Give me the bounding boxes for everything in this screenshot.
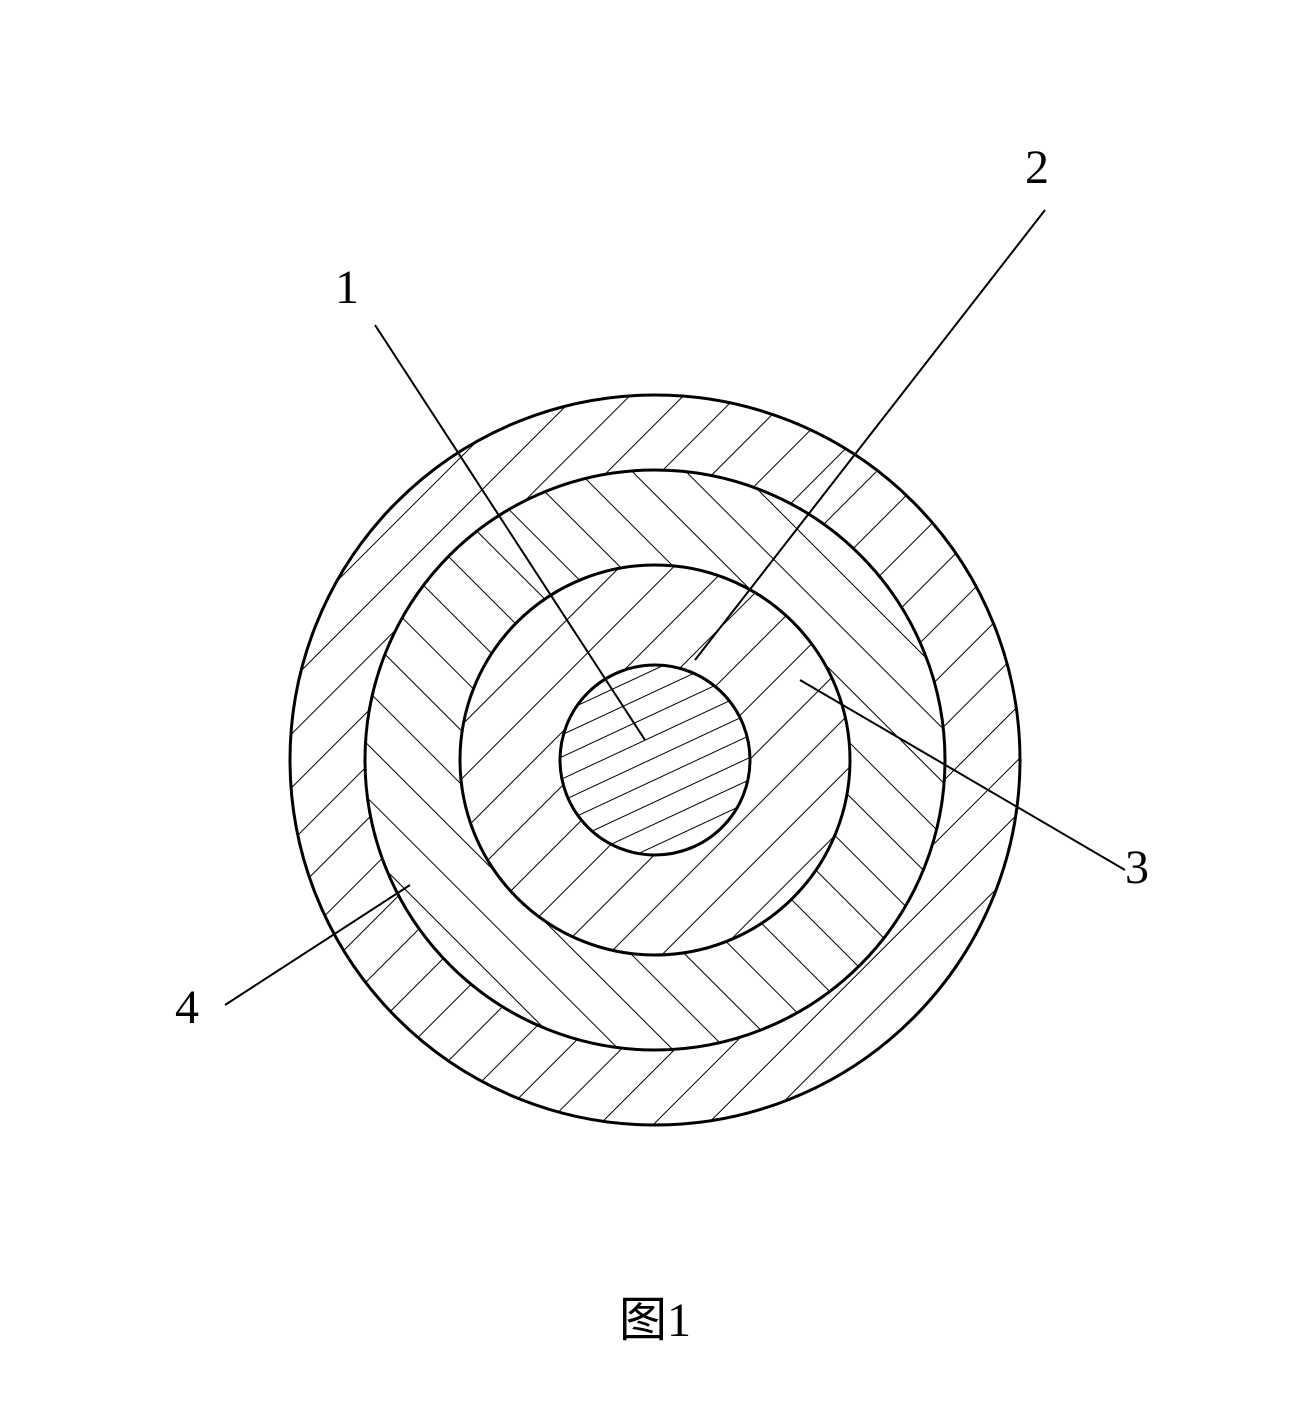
callout-label-2: 2 bbox=[1025, 140, 1049, 195]
callout-label-4: 4 bbox=[175, 980, 199, 1035]
callout-label-1: 1 bbox=[335, 260, 359, 315]
diagram-container: 2134图1 bbox=[55, 110, 1255, 1310]
cross-section-svg bbox=[55, 110, 1255, 1310]
callout-label-3: 3 bbox=[1125, 840, 1149, 895]
figure-caption: 图1 bbox=[619, 1280, 691, 1350]
